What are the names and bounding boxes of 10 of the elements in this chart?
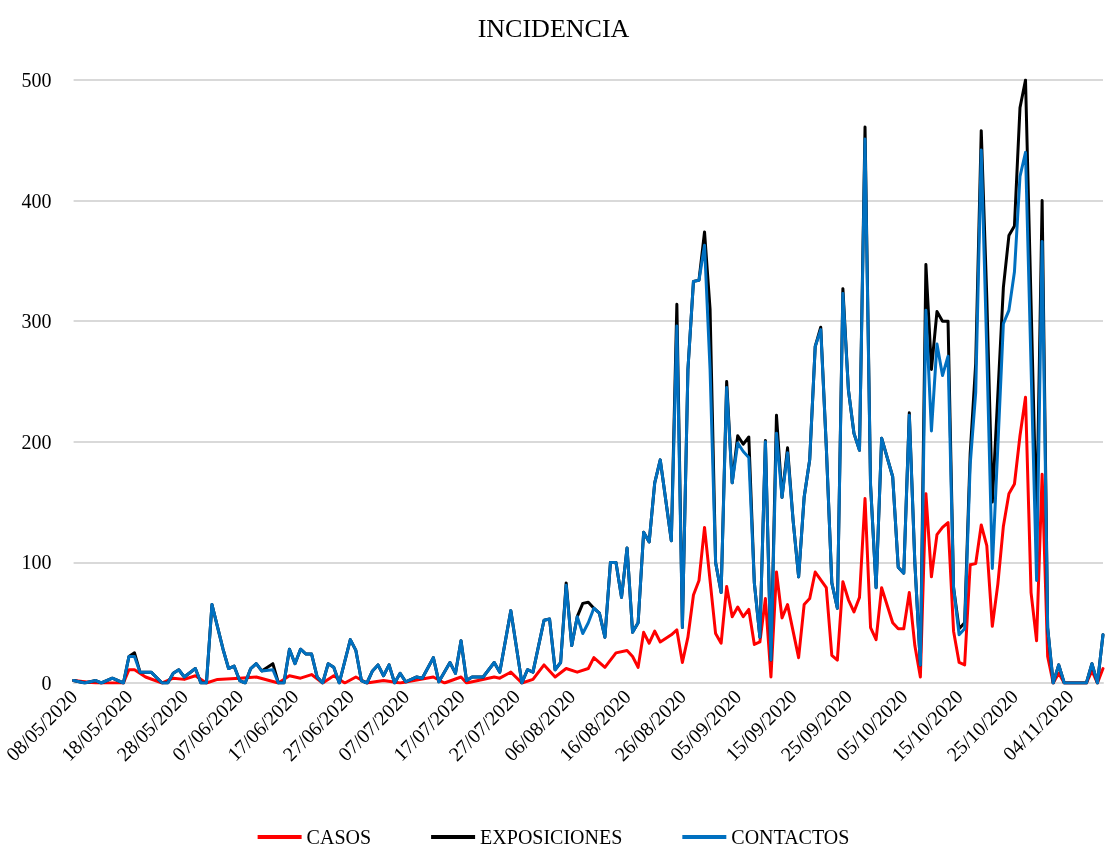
y-tick-label: 0	[41, 672, 52, 694]
y-tick-label: 300	[21, 310, 52, 333]
chart-title: INCIDENCIA	[477, 13, 630, 43]
y-tick-label: 400	[21, 189, 52, 212]
legend-label: CONTACTOS	[731, 826, 850, 848]
y-tick-label: 200	[21, 430, 52, 453]
y-tick-label: 100	[21, 551, 52, 574]
legend-label: EXPOSICIONES	[480, 826, 623, 848]
y-tick-label: 500	[21, 69, 52, 91]
legend-label: CASOS	[306, 826, 372, 848]
